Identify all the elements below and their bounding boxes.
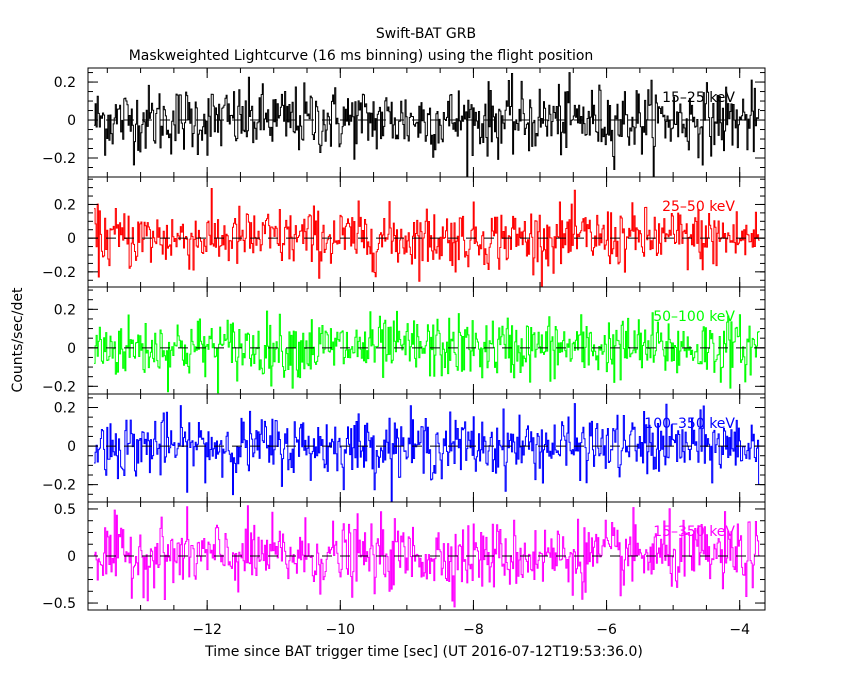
y-tick-label: −0.2 [42, 379, 76, 395]
y-tick-label: 0 [67, 231, 76, 247]
series-line-0 [94, 72, 760, 178]
x-axis-label: Time since BAT trigger time [sec] (UT 20… [204, 644, 643, 660]
x-tick-label: −4 [729, 622, 750, 638]
panel-4: −0.5 0 0.5 15–350 keV [42, 501, 766, 612]
y-tick-label: 0.2 [54, 302, 76, 318]
y-tick-label: 0 [67, 341, 76, 357]
x-tick-label: −10 [326, 622, 356, 638]
panel-2: −0.2 0 0.2 50–100 keV [42, 286, 766, 395]
y-tick-label: 0.2 [54, 75, 76, 91]
y-tick-label: −0.5 [42, 596, 76, 612]
x-tick-label: −8 [463, 622, 484, 638]
x-tick-label: −12 [192, 622, 222, 638]
series-label: 50–100 keV [653, 309, 735, 325]
series-line-4 [94, 505, 760, 608]
panel-1: −0.2 0 0.2 25–50 keV [42, 176, 766, 288]
series-line-1 [94, 188, 760, 288]
x-tick-label: −6 [596, 622, 617, 638]
y-tick-label: 0.2 [54, 401, 76, 417]
series-line-2 [94, 310, 760, 394]
series-line-3 [94, 403, 760, 503]
series-label: 15–350 keV [653, 524, 735, 540]
y-tick-label: 0.2 [54, 197, 76, 213]
y-tick-label: 0 [67, 439, 76, 455]
y-tick-label: 0.5 [54, 502, 76, 518]
panel-3: −0.2 0 0.2 100–350 keV [42, 393, 766, 503]
y-tick-label: −0.2 [42, 478, 76, 494]
y-tick-label: −0.2 [42, 151, 76, 167]
series-label: 15–25 keV [662, 90, 735, 106]
series-label: 100–350 keV [644, 416, 735, 432]
panel-0: −0.2 0 0.2 15–25 keV [42, 67, 766, 178]
y-tick-label: 0 [67, 549, 76, 565]
y-tick-label: 0 [67, 113, 76, 129]
series-label: 25–50 keV [662, 199, 735, 215]
y-tick-label: −0.2 [42, 265, 76, 281]
chart-title: Swift-BAT GRB [376, 26, 476, 42]
panel-frame [87, 286, 766, 395]
chart-subtitle: Maskweighted Lightcurve (16 ms binning) … [129, 48, 594, 64]
y-axis-label: Counts/sec/det [10, 287, 26, 392]
